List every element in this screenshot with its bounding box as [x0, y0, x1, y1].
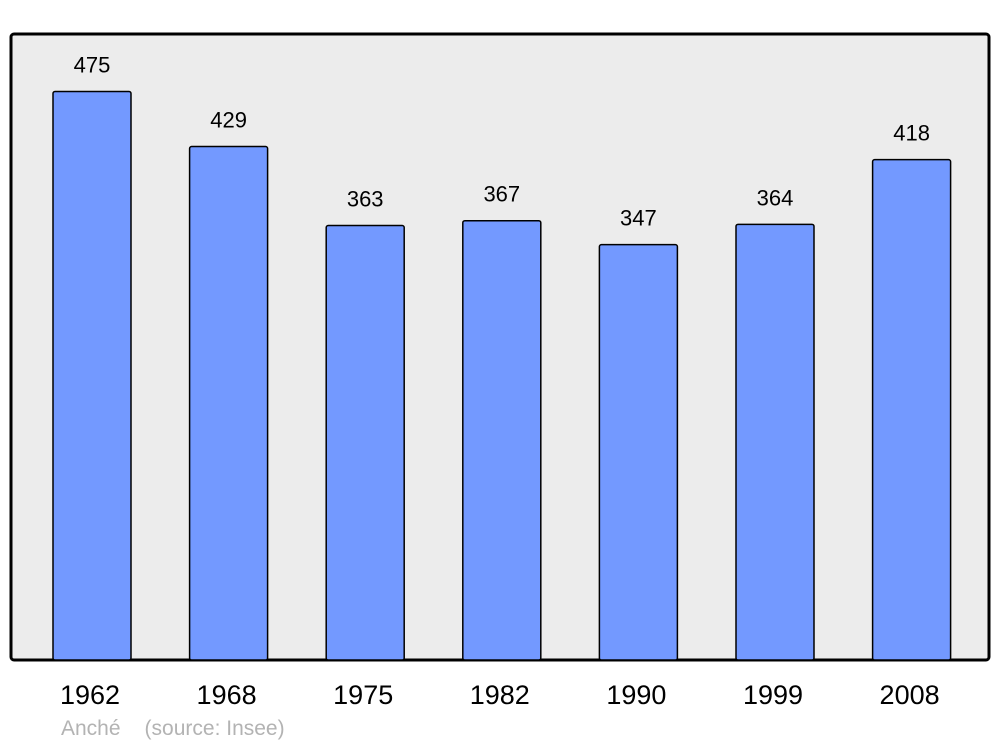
- source-note: (source: Insee): [144, 717, 285, 740]
- data-label-1962: 475: [74, 52, 111, 77]
- data-label-1975: 363: [347, 187, 384, 212]
- x-tick-label-1999: 1999: [743, 680, 803, 710]
- bar-1975: [325, 224, 405, 661]
- bar-1962: [52, 90, 132, 661]
- bar-1968: [188, 145, 269, 661]
- bar-1999: [735, 223, 815, 661]
- data-label-1968: 429: [210, 108, 247, 133]
- x-tick-label-1962: 1962: [60, 680, 120, 710]
- commune-name: Anché: [61, 717, 121, 740]
- x-tick-label-1975: 1975: [333, 680, 393, 710]
- data-label-2008: 418: [893, 121, 930, 146]
- x-tick-label-2008: 2008: [880, 680, 940, 710]
- data-label-1982: 367: [483, 182, 520, 207]
- footer: Anché (source: Insee): [61, 717, 309, 741]
- x-tick-label-1982: 1982: [470, 680, 530, 710]
- bar-2008: [871, 158, 952, 661]
- data-label-1990: 347: [620, 206, 657, 231]
- x-tick-label-1968: 1968: [197, 680, 257, 710]
- x-tick-label-1990: 1990: [606, 680, 666, 710]
- bar-1990: [598, 243, 679, 661]
- bar-1982: [462, 219, 542, 661]
- data-label-1999: 364: [757, 185, 794, 210]
